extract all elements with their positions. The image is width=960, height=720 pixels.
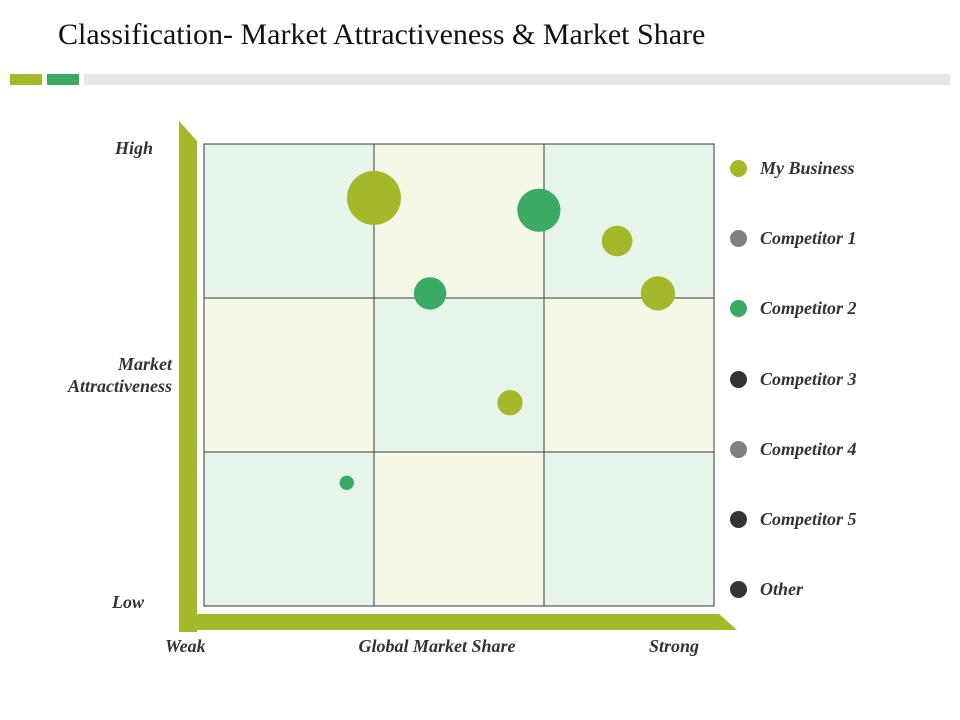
legend-swatch xyxy=(730,511,747,528)
matrix-cell xyxy=(204,452,374,606)
bubble-point xyxy=(497,390,523,416)
legend-label: Competitor 5 xyxy=(760,509,857,529)
matrix-cell xyxy=(544,452,714,606)
matrix-cell xyxy=(374,144,544,298)
matrix-gridlines xyxy=(203,143,715,607)
legend-swatch xyxy=(730,300,747,318)
bubble-point xyxy=(347,170,401,225)
y-axis-low-label: Low xyxy=(112,592,145,612)
legend-label: Competitor 4 xyxy=(760,438,857,459)
x-axis-title: Global Market Share xyxy=(358,636,516,656)
legend-swatch xyxy=(730,581,747,599)
legend-label: Competitor 2 xyxy=(760,298,857,319)
y-axis-arrow xyxy=(179,121,197,632)
legend-swatch xyxy=(730,370,747,388)
bubble-point xyxy=(640,276,676,311)
legend-label: Competitor 3 xyxy=(760,368,857,389)
legend-swatch xyxy=(730,230,747,248)
bubble-point xyxy=(339,475,354,490)
matrix-cell xyxy=(204,144,374,298)
bubbles xyxy=(339,170,676,490)
matrix-cell xyxy=(374,298,544,452)
matrix-cell xyxy=(204,298,374,452)
bubble-point xyxy=(517,188,561,232)
page-title: Classification- Market Attractiveness & … xyxy=(58,18,706,51)
legend-swatch xyxy=(730,160,747,177)
matrix-cell xyxy=(544,144,714,298)
accent-bar-gray xyxy=(84,74,950,85)
accent-bar-lime xyxy=(10,74,42,85)
y-axis-title: Market Attractiveness xyxy=(68,354,172,396)
matrix-cells xyxy=(204,144,714,606)
legend-label: Competitor 1 xyxy=(760,228,857,249)
accent-bar-green xyxy=(47,74,79,85)
legend-swatch xyxy=(730,440,747,458)
legend-label: My Business xyxy=(760,158,855,178)
x-axis-strong-label: Strong xyxy=(649,636,700,656)
matrix-cell xyxy=(374,452,544,606)
y-axis-high-label: High xyxy=(115,138,154,158)
matrix-border xyxy=(203,143,715,607)
matrix-cell xyxy=(544,298,714,452)
x-axis-arrow xyxy=(179,614,737,630)
bubble-point xyxy=(601,225,633,257)
bubble-point xyxy=(413,277,447,310)
x-axis-weak-label: Weak xyxy=(165,636,206,656)
legend-label: Other xyxy=(760,579,804,600)
